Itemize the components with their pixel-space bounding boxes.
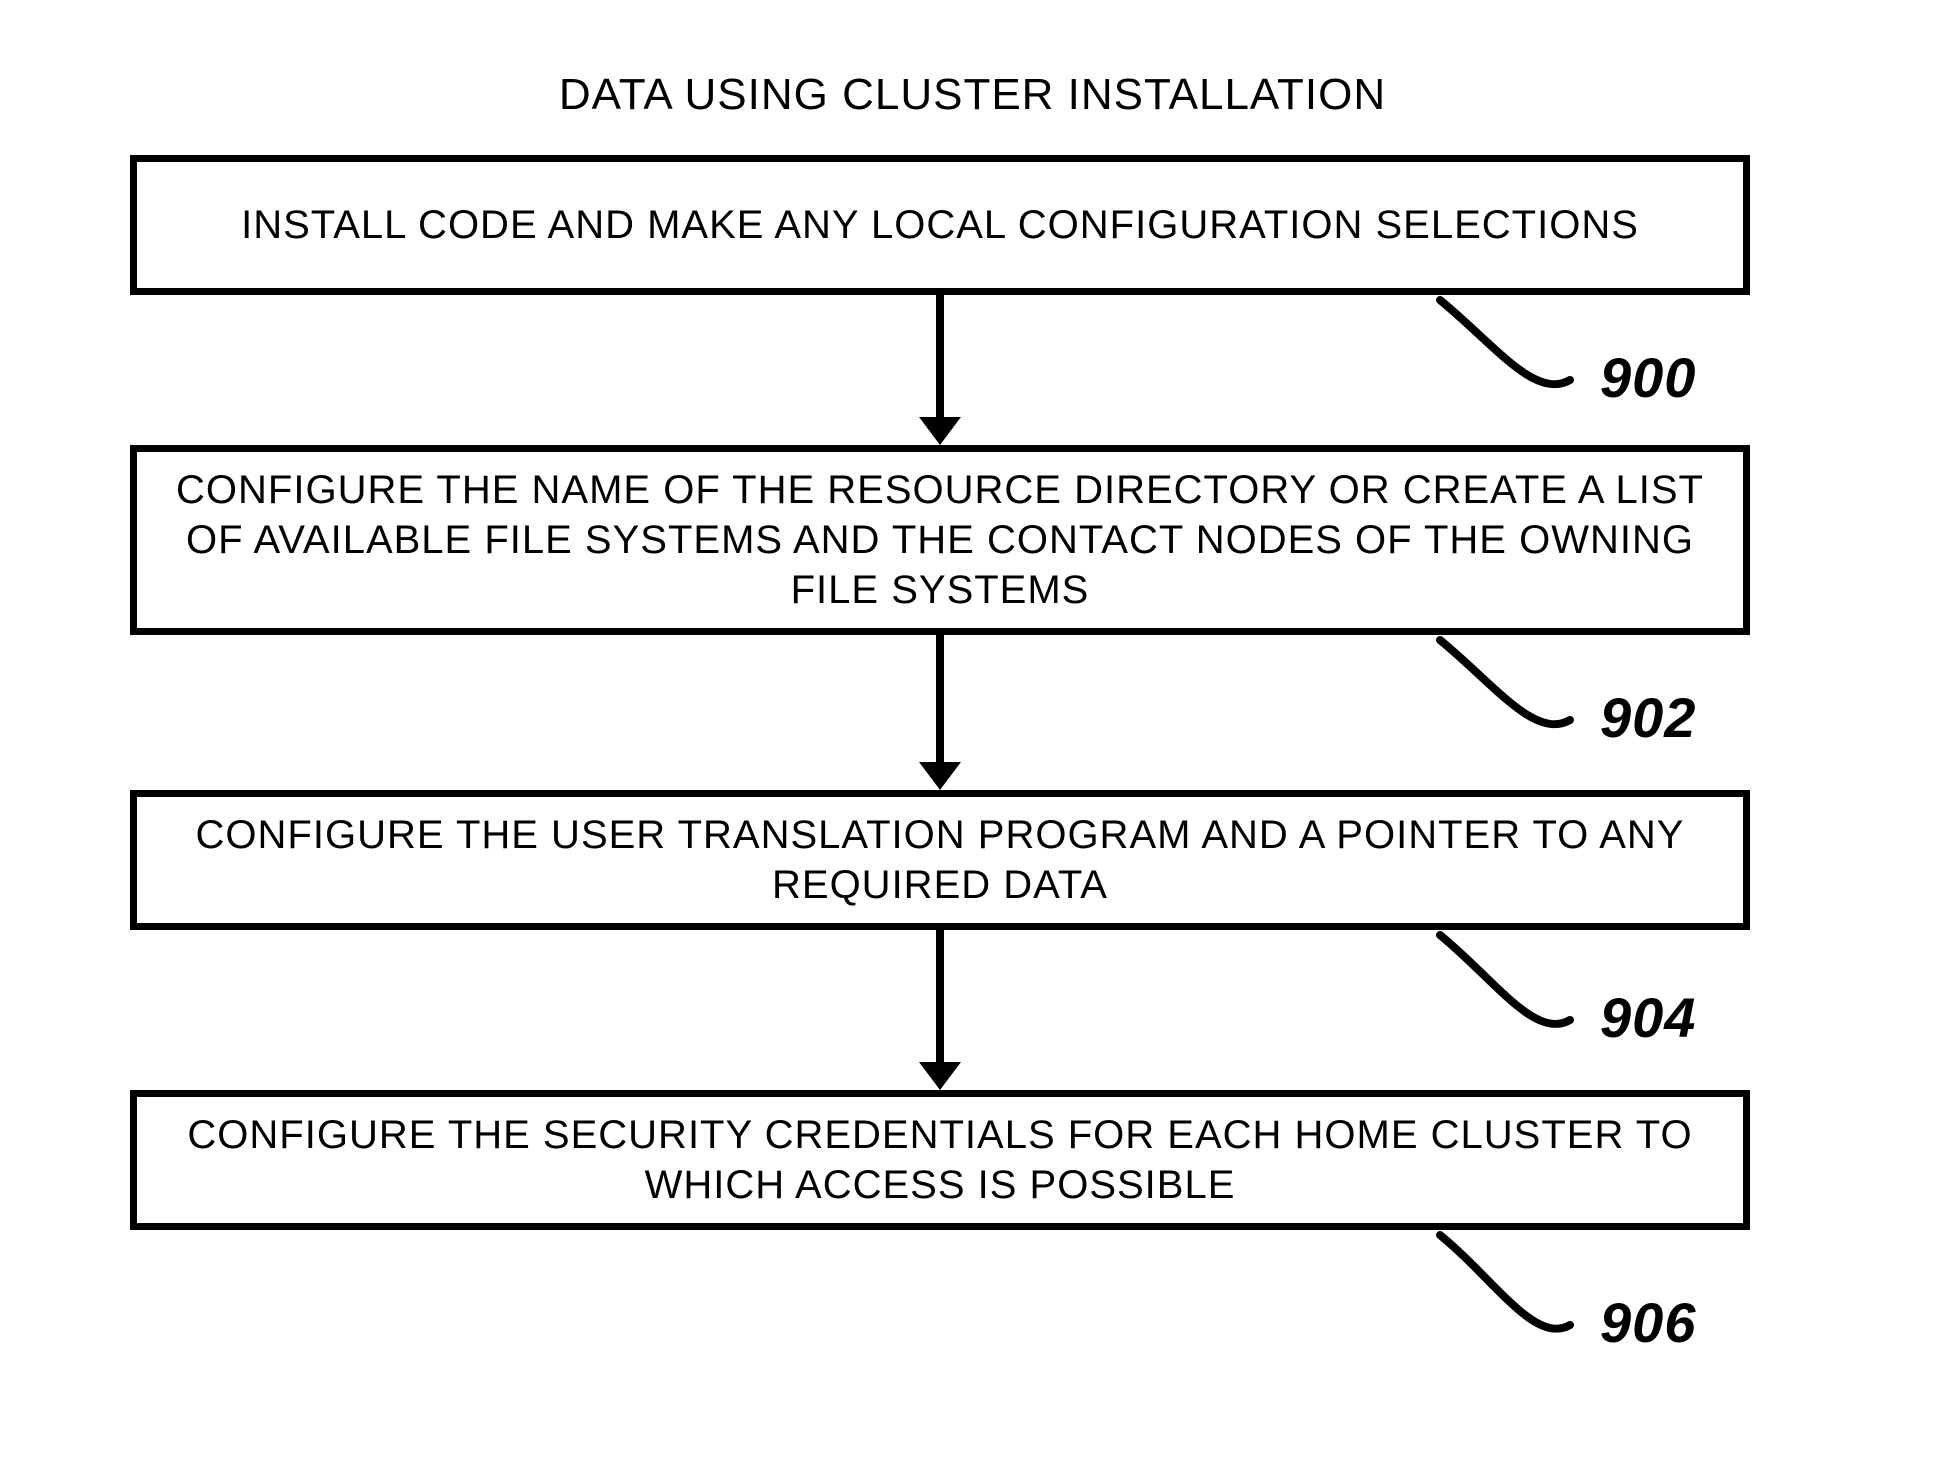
- arrowhead-icon: [919, 1062, 961, 1090]
- reference-label: 904: [1600, 985, 1696, 1050]
- flow-arrow: [936, 295, 944, 417]
- callout-tail-icon: [1400, 600, 1610, 760]
- flow-node-text: CONFIGURE THE NAME OF THE RESOURCE DIREC…: [157, 465, 1723, 615]
- reference-label: 906: [1600, 1290, 1696, 1355]
- flow-arrow: [936, 635, 944, 762]
- arrowhead-icon: [919, 762, 961, 790]
- reference-label: 902: [1600, 685, 1696, 750]
- callout-tail-icon: [1400, 895, 1610, 1060]
- flowchart-canvas: DATA USING CLUSTER INSTALLATION INSTALL …: [0, 0, 1945, 1473]
- flow-node-text: INSTALL CODE AND MAKE ANY LOCAL CONFIGUR…: [241, 200, 1639, 250]
- callout-tail-icon: [1400, 260, 1610, 420]
- callout-tail-icon: [1400, 1195, 1610, 1365]
- reference-label: 900: [1600, 345, 1696, 410]
- arrowhead-icon: [919, 417, 961, 445]
- flow-arrow: [936, 930, 944, 1062]
- diagram-title: DATA USING CLUSTER INSTALLATION: [0, 70, 1945, 120]
